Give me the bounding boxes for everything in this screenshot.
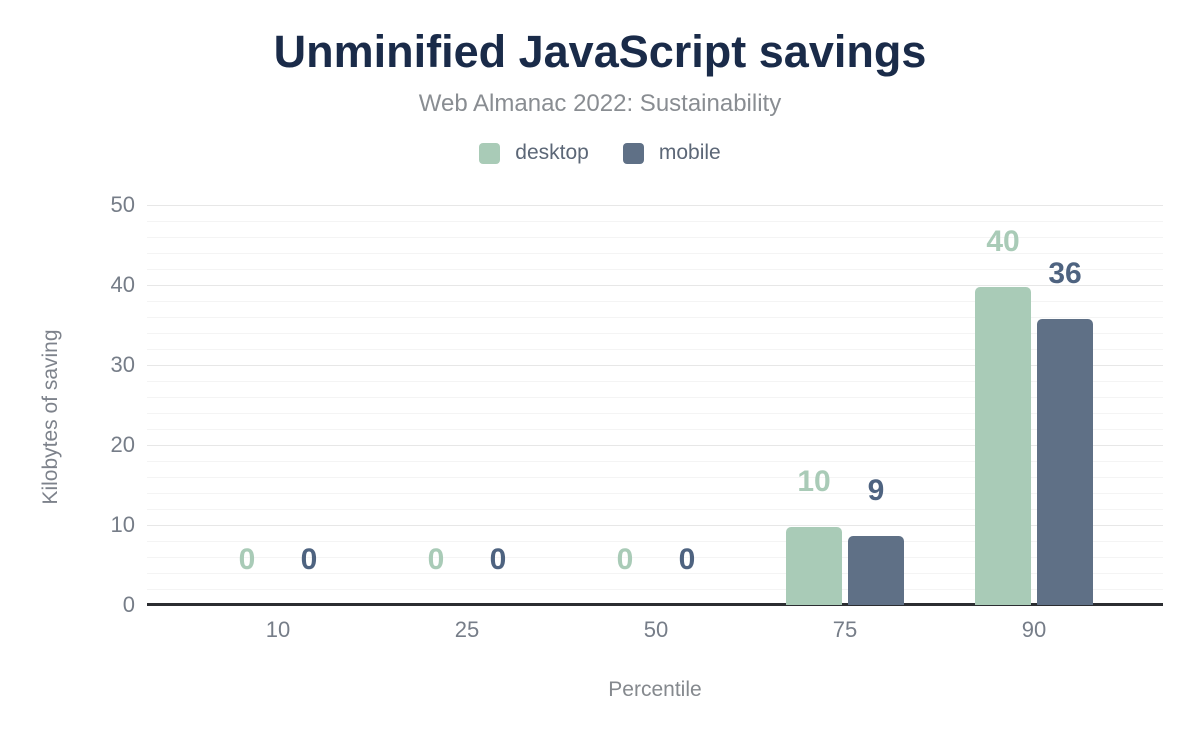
y-tick-label: 0 xyxy=(122,592,135,617)
x-tick-label: 50 xyxy=(643,617,669,642)
major-gridline xyxy=(147,524,1163,526)
mobile-bar xyxy=(1037,318,1093,605)
desktop-value-label: 40 xyxy=(986,225,1020,259)
desktop-value-label: 10 xyxy=(797,465,831,499)
legend-item-desktop: desktop xyxy=(479,141,589,165)
minor-gridline xyxy=(147,476,1163,478)
minor-gridline xyxy=(147,556,1163,558)
y-tick-label: 40 xyxy=(110,272,135,297)
minor-gridline xyxy=(147,332,1163,334)
minor-gridline xyxy=(147,236,1163,238)
minor-gridline xyxy=(147,508,1163,510)
mobile-value-label: 36 xyxy=(1048,256,1082,290)
mobile-value-label: 0 xyxy=(300,543,318,576)
legend-label-desktop: desktop xyxy=(515,141,589,164)
x-tick-label: 90 xyxy=(1021,617,1047,642)
minor-gridline xyxy=(147,348,1163,350)
minor-gridline xyxy=(147,588,1163,590)
y-tick-label: 10 xyxy=(110,512,135,537)
desktop-value-label: 0 xyxy=(427,543,445,576)
desktop-value-label: 0 xyxy=(616,543,634,576)
mobile-value-label: 0 xyxy=(489,543,507,576)
x-tick-label: 10 xyxy=(265,617,291,642)
mobile-value-label: 9 xyxy=(867,474,885,508)
y-tick-label: 20 xyxy=(110,432,135,457)
desktop-swatch-icon xyxy=(479,142,501,164)
minor-gridline xyxy=(147,540,1163,542)
chart-title: Unminified JavaScript savings xyxy=(273,26,927,77)
plot-area: 0 0 0 10 40 0 0 0 9 36 xyxy=(147,204,1163,606)
minor-gridline xyxy=(147,252,1163,254)
mobile-swatch-icon xyxy=(622,142,644,164)
minor-gridline xyxy=(147,316,1163,318)
desktop-bar xyxy=(786,527,842,605)
minor-gridline xyxy=(147,396,1163,398)
minor-gridline xyxy=(147,300,1163,302)
minor-gridline xyxy=(147,412,1163,414)
minor-gridline xyxy=(147,428,1163,430)
minor-gridline xyxy=(147,460,1163,462)
mobile-bar xyxy=(848,536,904,605)
minor-gridline xyxy=(147,380,1163,382)
desktop-value-label: 0 xyxy=(238,543,256,576)
legend-item-mobile: mobile xyxy=(622,141,721,165)
chart-subtitle: Web Almanac 2022: Sustainability xyxy=(418,90,782,117)
minor-gridline xyxy=(147,268,1163,270)
major-gridline xyxy=(147,284,1163,286)
y-tick-label: 30 xyxy=(110,352,135,377)
x-axis-line xyxy=(147,603,1163,606)
legend-label-mobile: mobile xyxy=(658,141,721,164)
x-tick-label: 25 xyxy=(454,617,480,642)
y-tick-label: 50 xyxy=(110,192,135,217)
legend: desktop mobile xyxy=(0,141,1200,165)
minor-gridline xyxy=(147,572,1163,574)
minor-gridline xyxy=(147,492,1163,494)
x-tick-label: 75 xyxy=(832,617,858,642)
mobile-value-label: 0 xyxy=(678,543,696,576)
minor-gridline xyxy=(147,220,1163,222)
major-gridline xyxy=(147,364,1163,366)
x-axis-title: Percentile xyxy=(608,678,702,701)
major-gridline xyxy=(147,444,1163,446)
desktop-bar xyxy=(975,287,1031,605)
major-gridline xyxy=(147,204,1163,206)
